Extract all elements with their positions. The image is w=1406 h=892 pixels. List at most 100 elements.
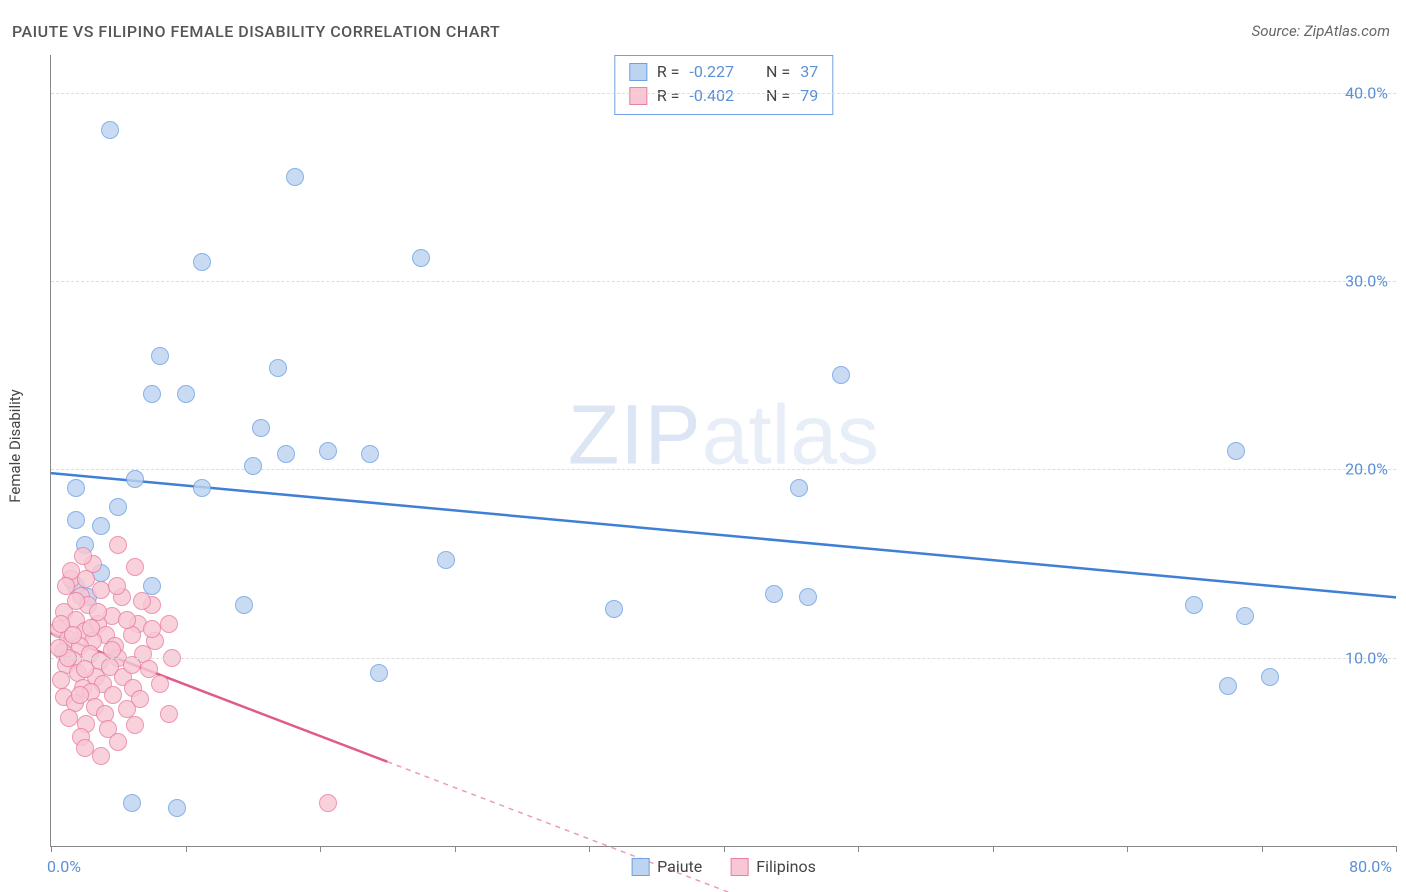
- legend-r-value: -0.402: [689, 84, 734, 108]
- scatter-point: [67, 479, 85, 497]
- legend-correlation-row: R = -0.227 N = 37: [629, 60, 818, 84]
- chart-title: PAIUTE VS FILIPINO FEMALE DISABILITY COR…: [12, 22, 500, 41]
- scatter-point: [177, 385, 195, 403]
- scatter-point: [52, 671, 70, 689]
- x-tick: [1127, 846, 1128, 852]
- legend-n-label: N =: [766, 60, 790, 84]
- scatter-point: [605, 600, 623, 618]
- scatter-point: [123, 794, 141, 812]
- y-axis-title: Female Disability: [6, 389, 24, 503]
- scatter-point: [160, 705, 178, 723]
- scatter-point: [60, 709, 78, 727]
- scatter-point: [64, 626, 82, 644]
- legend-series-item: Paiute: [631, 857, 702, 876]
- legend-n-value: 79: [800, 84, 818, 108]
- legend-series-label: Filipinos: [756, 857, 816, 876]
- legend-r-label: R =: [657, 84, 680, 108]
- y-tick-label: 40.0%: [1345, 83, 1388, 102]
- x-tick: [455, 846, 456, 852]
- scatter-point: [319, 794, 337, 812]
- y-tick-label: 10.0%: [1345, 648, 1388, 667]
- scatter-point: [244, 457, 262, 475]
- scatter-point: [193, 479, 211, 497]
- scatter-point: [108, 577, 126, 595]
- scatter-point: [123, 656, 141, 674]
- legend-series-item: Filipinos: [730, 857, 816, 876]
- scatter-point: [109, 536, 127, 554]
- scatter-point: [252, 419, 270, 437]
- scatter-point: [126, 716, 144, 734]
- scatter-point: [832, 366, 850, 384]
- scatter-point: [109, 733, 127, 751]
- scatter-point: [799, 588, 817, 606]
- x-tick: [724, 846, 725, 852]
- scatter-point: [143, 385, 161, 403]
- scatter-point: [286, 168, 304, 186]
- legend-n-label: N =: [766, 84, 790, 108]
- x-tick: [186, 846, 187, 852]
- legend-series: Paiute Filipinos: [631, 857, 816, 876]
- scatter-point: [71, 686, 89, 704]
- y-tick-label: 30.0%: [1345, 272, 1388, 291]
- legend-correlation: R = -0.227 N = 37 R = -0.402 N = 79: [614, 55, 833, 115]
- scatter-point: [133, 592, 151, 610]
- scatter-point: [103, 641, 121, 659]
- legend-n-value: 37: [800, 60, 818, 84]
- scatter-point: [77, 570, 95, 588]
- scatter-point: [92, 517, 110, 535]
- scatter-point: [1219, 677, 1237, 695]
- x-tick: [589, 846, 590, 852]
- scatter-point: [412, 249, 430, 267]
- scatter-point: [151, 675, 169, 693]
- y-tick-label: 20.0%: [1345, 460, 1388, 479]
- legend-r-value: -0.227: [689, 60, 734, 84]
- plot-area: ZIPatlas R = -0.227N = 37R = -0.402N = 7…: [50, 55, 1396, 847]
- legend-swatch: [631, 858, 649, 876]
- scatter-point: [76, 660, 94, 678]
- scatter-layer: [51, 55, 1396, 846]
- legend-swatch: [730, 858, 748, 876]
- scatter-point: [50, 639, 68, 657]
- scatter-point: [1261, 668, 1279, 686]
- x-tick: [993, 846, 994, 852]
- scatter-point: [160, 615, 178, 633]
- legend-series-label: Paiute: [657, 857, 702, 876]
- scatter-point: [82, 619, 100, 637]
- x-tick: [320, 846, 321, 852]
- x-tick: [1262, 846, 1263, 852]
- scatter-point: [319, 442, 337, 460]
- scatter-point: [193, 253, 211, 271]
- scatter-point: [361, 445, 379, 463]
- scatter-point: [76, 739, 94, 757]
- scatter-point: [74, 547, 92, 565]
- scatter-point: [269, 359, 287, 377]
- gridline-h: [51, 281, 1396, 282]
- gridline-h: [51, 469, 1396, 470]
- scatter-point: [126, 558, 144, 576]
- scatter-point: [143, 620, 161, 638]
- scatter-point: [151, 347, 169, 365]
- scatter-point: [765, 585, 783, 603]
- legend-swatch: [629, 87, 647, 105]
- scatter-point: [1227, 442, 1245, 460]
- scatter-point: [437, 551, 455, 569]
- scatter-point: [790, 479, 808, 497]
- scatter-point: [277, 445, 295, 463]
- legend-correlation-row: R = -0.402 N = 79: [629, 84, 818, 108]
- gridline-h: [51, 658, 1396, 659]
- scatter-point: [1185, 596, 1203, 614]
- x-tick: [858, 846, 859, 852]
- scatter-point: [92, 747, 110, 765]
- legend-r-label: R =: [657, 60, 680, 84]
- source-credit: Source: ZipAtlas.com: [1252, 22, 1390, 40]
- scatter-point: [67, 592, 85, 610]
- scatter-point: [168, 799, 186, 817]
- scatter-point: [118, 611, 136, 629]
- legend-swatch: [629, 63, 647, 81]
- x-tick: [1396, 846, 1397, 852]
- scatter-point: [109, 498, 127, 516]
- x-axis-max-label: 80.0%: [1349, 857, 1392, 876]
- gridline-h: [51, 93, 1396, 94]
- scatter-point: [67, 511, 85, 529]
- scatter-point: [370, 664, 388, 682]
